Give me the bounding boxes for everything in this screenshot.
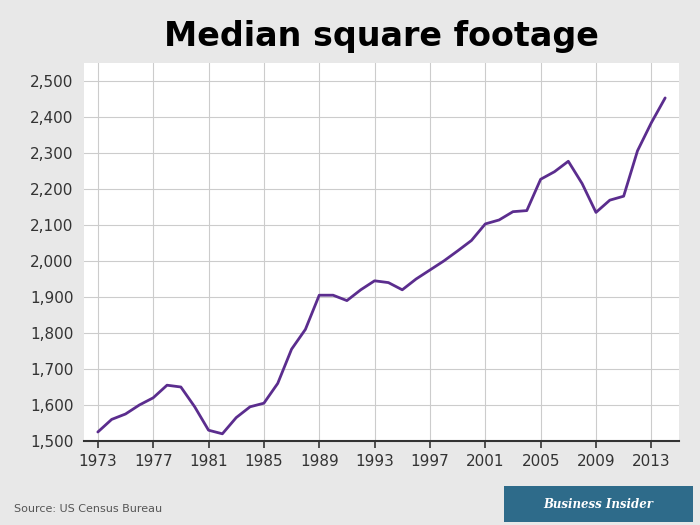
Text: Source: US Census Bureau: Source: US Census Bureau — [14, 504, 162, 514]
Title: Median square footage: Median square footage — [164, 20, 599, 54]
Text: Business Insider: Business Insider — [543, 498, 654, 510]
